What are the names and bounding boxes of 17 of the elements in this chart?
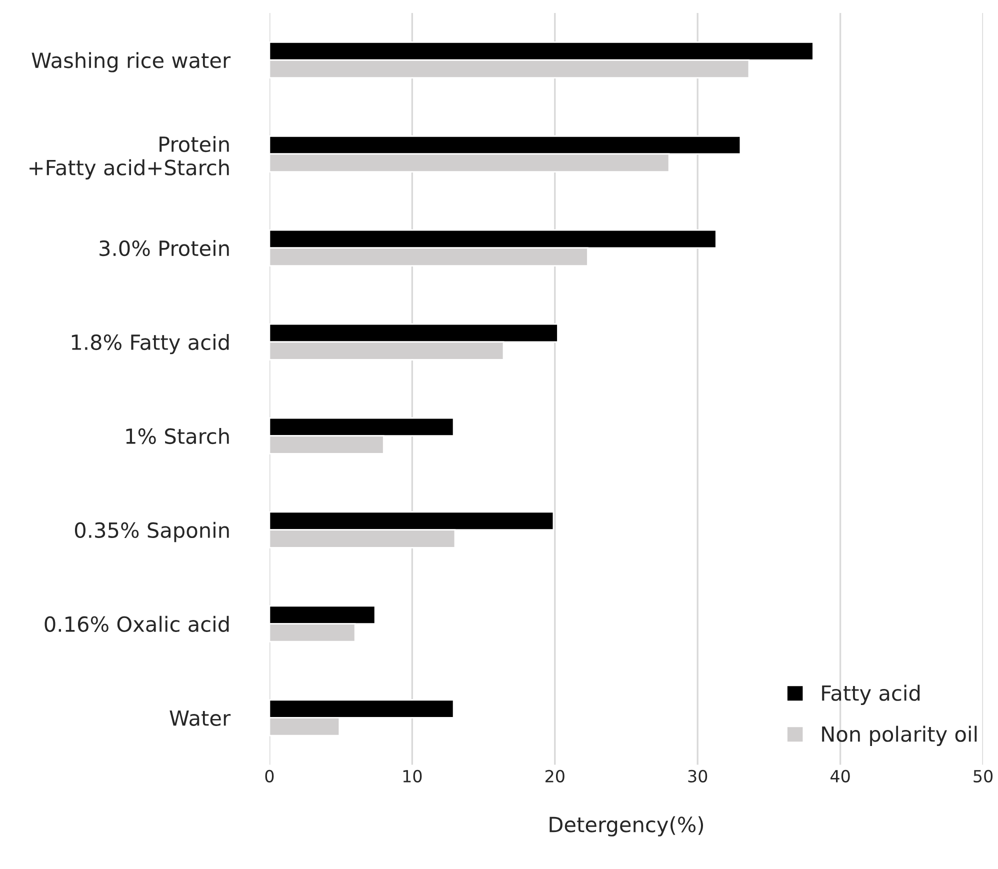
x-tick-label: 30 xyxy=(688,770,708,782)
x-axis-title: Detergency(%) xyxy=(550,816,704,836)
legend-label: Fatty acid xyxy=(822,684,920,705)
y-tick-label: 1% Starch xyxy=(126,428,229,444)
legend-label: Non polarity oil xyxy=(822,726,977,746)
y-tick-label: 0.35% Saponin xyxy=(74,522,229,542)
y-tick-label: 1.8% Fatty acid xyxy=(72,334,229,354)
y-tick-label: 3.0% Protein xyxy=(100,240,229,256)
y-tick-label: 0.16% Oxalic acid xyxy=(44,616,229,632)
x-tick-label: 50 xyxy=(974,770,993,782)
x-tick-label: 40 xyxy=(830,770,850,782)
y-tick-label: Protein +Fatty acid+Starch xyxy=(30,136,229,180)
x-tick-label: 10 xyxy=(403,770,422,782)
y-tick-label: Water xyxy=(170,710,231,726)
x-tick-label: 20 xyxy=(546,770,564,782)
y-tick-label: Washing rice water xyxy=(32,52,231,72)
x-tick-label: 0 xyxy=(265,770,274,782)
